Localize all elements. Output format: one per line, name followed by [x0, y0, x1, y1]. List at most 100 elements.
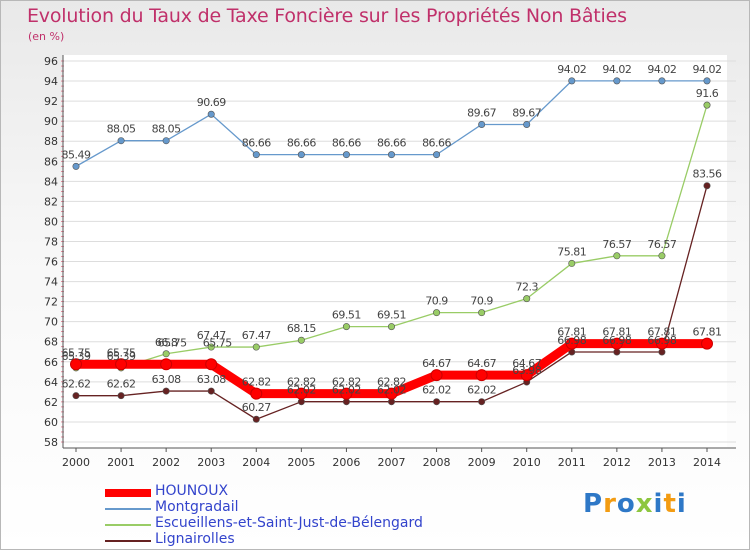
data-point [658, 77, 666, 85]
data-label: 65.75 [62, 346, 91, 359]
data-point [658, 252, 666, 260]
data-point [252, 151, 260, 159]
data-point [703, 182, 711, 190]
data-label: 94.02 [557, 63, 586, 76]
data-label: 65.75 [158, 336, 187, 349]
y-tick-label: 62 [44, 396, 58, 409]
data-label: 94.02 [647, 63, 676, 76]
data-point [72, 162, 80, 170]
data-point [433, 309, 441, 317]
x-tick-label: 2007 [378, 456, 406, 469]
data-label: 63.98 [512, 364, 541, 377]
data-label: 64.67 [512, 357, 541, 370]
data-label: 67.81 [647, 326, 676, 339]
y-tick-label: 88 [44, 135, 58, 148]
data-point [207, 110, 215, 118]
data-point [297, 336, 305, 344]
data-point [565, 337, 578, 350]
y-tick-label: 66 [44, 356, 58, 369]
y-tick-label: 84 [44, 175, 58, 188]
data-point [610, 337, 623, 350]
x-tick-label: 2000 [62, 456, 90, 469]
data-label: 66.98 [557, 334, 586, 347]
data-label: 94.02 [602, 63, 631, 76]
data-point [295, 387, 308, 400]
data-label: 72.3 [515, 281, 538, 294]
y-tick-label: 86 [44, 155, 58, 168]
x-tick-label: 2002 [152, 456, 180, 469]
y-tick-label: 74 [44, 276, 58, 289]
data-label: 94.02 [693, 63, 722, 76]
data-point [387, 151, 395, 159]
logo-letter: x [635, 489, 654, 519]
data-point [613, 348, 621, 356]
data-point [475, 369, 488, 382]
data-point [520, 369, 533, 382]
x-tick-label: 2011 [558, 456, 586, 469]
data-label: 86.66 [332, 137, 361, 150]
data-label: 65.75 [203, 336, 232, 349]
x-tick-label: 2010 [513, 456, 541, 469]
y-tick-label: 72 [44, 296, 58, 309]
data-label: 90.69 [197, 96, 226, 109]
data-label: 65.39 [107, 350, 136, 363]
y-tick-label: 92 [44, 95, 58, 108]
legend-label: Escueillens-et-Saint-Just-de-Bélengard [155, 515, 423, 531]
data-label: 88.05 [152, 123, 181, 136]
data-label: 62.82 [287, 376, 316, 389]
data-point [205, 358, 218, 371]
data-label: 91.6 [696, 87, 719, 100]
data-label: 69.51 [332, 309, 361, 322]
data-label: 62.02 [287, 384, 316, 397]
y-tick-label: 78 [44, 235, 58, 248]
legend-label: Montgradail [155, 499, 239, 515]
legend-swatch [105, 489, 151, 497]
data-point [703, 101, 711, 109]
y-tick-label: 76 [44, 256, 58, 269]
y-tick-label: 96 [44, 55, 58, 68]
data-point [162, 387, 170, 395]
data-point [478, 309, 486, 317]
logo-letter: r [603, 489, 617, 519]
data-label: 86.66 [287, 137, 316, 150]
data-label: 86.66 [422, 137, 451, 150]
data-label: 76.57 [602, 238, 631, 251]
proxiti-logo: Proxiti [583, 489, 687, 519]
data-point [701, 337, 713, 350]
data-point [70, 358, 82, 371]
data-label: 62.02 [422, 384, 451, 397]
data-label: 88.05 [107, 123, 136, 136]
x-tick-label: 2013 [648, 456, 676, 469]
y-tick-label: 60 [44, 416, 58, 429]
legend-label: Lignairolles [155, 531, 235, 547]
logo-letter: P [583, 489, 604, 519]
data-point [433, 398, 441, 406]
data-label: 62.02 [377, 384, 406, 397]
data-point [297, 151, 305, 159]
data-label: 62.82 [332, 376, 361, 389]
data-point [655, 337, 668, 350]
data-label: 66.98 [602, 334, 631, 347]
data-label: 70.9 [425, 295, 448, 308]
data-point [523, 295, 531, 303]
logo-letter: t [663, 489, 677, 519]
data-label: 83.56 [693, 168, 722, 181]
data-label: 67.81 [602, 326, 631, 339]
data-label: 86.66 [242, 137, 271, 150]
data-label: 66.8 [155, 336, 178, 349]
y-tick-label: 80 [44, 215, 58, 228]
y-tick-label: 68 [44, 336, 58, 349]
data-point [478, 120, 486, 128]
data-point [207, 343, 215, 351]
data-label: 67.81 [557, 326, 586, 339]
data-label: 62.82 [377, 376, 406, 389]
data-label: 75.81 [557, 245, 586, 258]
logo-letter: o [616, 489, 636, 519]
data-label: 66.98 [647, 334, 676, 347]
data-point [568, 77, 576, 85]
data-label: 63.08 [197, 373, 226, 386]
data-label: 76.57 [647, 238, 676, 251]
data-label: 60.27 [242, 401, 271, 414]
y-tick-label: 64 [44, 376, 58, 389]
